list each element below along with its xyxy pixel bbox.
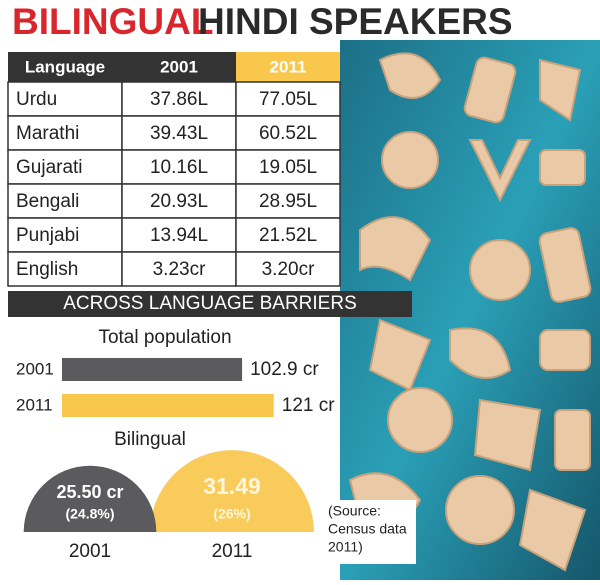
cell-text: Punjabi (16, 225, 79, 246)
source-line: (Source: (328, 503, 381, 519)
header-cell (8, 52, 122, 82)
cell (7, 251, 123, 287)
cell-text: Gujarati (16, 157, 83, 178)
cell (235, 251, 341, 287)
cell-text: 37.86L (150, 89, 208, 110)
category-label: 2011 (212, 541, 253, 562)
cell-text: English (16, 259, 78, 280)
header-text: 2011 (270, 57, 307, 76)
cell (7, 81, 123, 117)
cell (121, 149, 237, 185)
cell-text: 19.05L (259, 157, 317, 178)
source: (Source: Census data 2011) (324, 500, 416, 564)
header-cell (236, 52, 340, 82)
source-line: 2011) (328, 539, 363, 555)
bar (62, 394, 274, 417)
source-bg (324, 500, 416, 564)
table: Language 2001 2011 Urdu 37.86L 77.05L Marathi 3… (7, 52, 341, 287)
cell (121, 81, 237, 117)
semicircle (23, 465, 157, 533)
percent-label: (26%) (213, 506, 250, 522)
cell-text: 3.20cr (262, 259, 315, 280)
category-label: 2011 (16, 395, 53, 414)
source-line: Census data (328, 521, 407, 537)
title-red: BILINGUAL (12, 1, 213, 42)
bar (62, 358, 243, 381)
section-title: ACROSS LANGUAGE BARRIERS (63, 293, 357, 314)
cell (235, 81, 341, 117)
value-label: 102.9 cr (250, 359, 319, 380)
cell (7, 217, 123, 253)
cell (235, 149, 341, 185)
value-label: 31.49 (203, 473, 261, 499)
cell-text: 28.95L (259, 191, 317, 212)
section-bar (8, 291, 412, 317)
cell-text: 39.43L (150, 123, 208, 144)
category-label: 2001 (16, 359, 54, 378)
cell (121, 251, 237, 287)
title-dark: HINDI SPEAKERS (198, 1, 513, 42)
percent-label: (24.8%) (65, 506, 114, 522)
category-label: 2001 (69, 541, 111, 562)
header-cell (122, 52, 236, 82)
header-text: Language (25, 57, 105, 76)
cell (235, 183, 341, 219)
chart-title: Bilingual (114, 429, 186, 450)
cell (235, 115, 341, 151)
cell-text: Urdu (16, 89, 57, 110)
cell-text: 77.05L (259, 89, 317, 110)
cell-text: 60.52L (259, 123, 317, 144)
value-label: 25.50 cr (56, 482, 123, 502)
semicircle (150, 450, 314, 532)
cell-text: 13.94L (150, 225, 208, 246)
value-label: 121 cr (282, 395, 335, 416)
cell-text: Marathi (16, 123, 79, 144)
cell-text: Bengali (16, 191, 79, 212)
header-text: 2001 (160, 57, 198, 76)
cell-text: 10.16L (150, 157, 208, 178)
cell-text: 20.93L (150, 191, 208, 212)
cell-text: 3.23cr (153, 259, 206, 280)
chart-title: Total population (98, 327, 231, 348)
cell-text: 21.52L (259, 225, 317, 246)
charts: Total population 2001 102.9 cr 2011 121 cr Bi… (16, 327, 335, 562)
